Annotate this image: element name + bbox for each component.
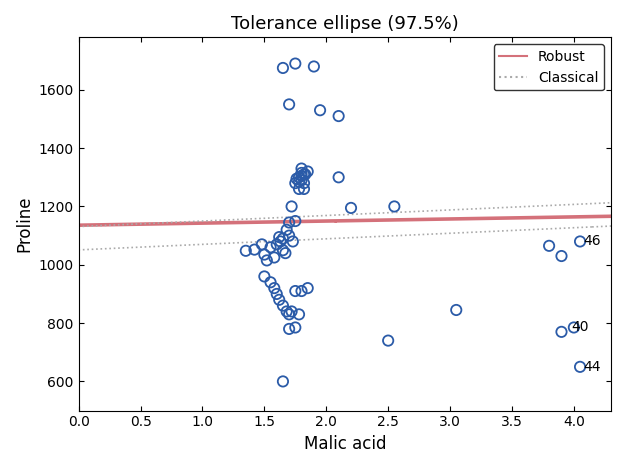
Point: [294, 178, 304, 185]
Point: [294, 185, 304, 193]
Y-axis label: Proline: Proline: [15, 196, 33, 252]
Point: [280, 249, 290, 257]
Point: [290, 324, 300, 331]
Point: [265, 243, 275, 251]
Point: [274, 234, 284, 241]
Point: [284, 311, 294, 318]
Point: [284, 232, 294, 239]
Text: 40: 40: [572, 321, 589, 335]
Point: [275, 238, 285, 245]
Point: [282, 307, 292, 315]
Point: [272, 290, 282, 298]
Point: [297, 176, 307, 184]
Point: [287, 203, 297, 210]
Point: [297, 169, 307, 177]
Point: [557, 252, 567, 260]
Point: [290, 179, 300, 187]
Point: [269, 254, 279, 261]
Text: 44: 44: [584, 360, 601, 374]
Point: [303, 285, 313, 292]
Point: [383, 337, 393, 344]
Point: [299, 185, 309, 193]
Point: [300, 171, 310, 178]
Point: [315, 107, 325, 114]
Point: [292, 175, 302, 183]
Point: [297, 165, 307, 172]
X-axis label: Malic acid: Malic acid: [304, 435, 386, 453]
Point: [274, 296, 284, 304]
Point: [284, 101, 294, 108]
Point: [334, 174, 344, 181]
Point: [294, 311, 304, 318]
Point: [259, 273, 269, 280]
Point: [278, 378, 288, 385]
Point: [389, 203, 399, 210]
Legend: Robust, Classical: Robust, Classical: [493, 44, 604, 90]
Point: [272, 241, 282, 248]
Point: [282, 226, 292, 234]
Point: [303, 168, 313, 175]
Point: [569, 324, 579, 331]
Point: [288, 238, 298, 245]
Point: [290, 287, 300, 295]
Point: [299, 179, 309, 187]
Point: [287, 307, 297, 315]
Point: [241, 247, 251, 255]
Point: [575, 363, 585, 371]
Point: [575, 238, 585, 245]
Point: [278, 302, 288, 309]
Title: Tolerance ellipse (97.5%): Tolerance ellipse (97.5%): [231, 15, 459, 33]
Point: [265, 278, 275, 286]
Point: [262, 256, 272, 264]
Point: [284, 325, 294, 333]
Point: [299, 171, 309, 178]
Point: [294, 174, 304, 181]
Point: [297, 287, 307, 295]
Point: [278, 64, 288, 72]
Point: [309, 63, 319, 70]
Point: [257, 241, 267, 248]
Point: [334, 112, 344, 120]
Point: [451, 306, 461, 314]
Point: [259, 251, 269, 258]
Point: [249, 246, 259, 253]
Point: [544, 242, 554, 249]
Point: [290, 60, 300, 67]
Point: [278, 247, 288, 254]
Point: [290, 217, 300, 225]
Point: [278, 235, 288, 242]
Point: [297, 172, 307, 180]
Point: [346, 204, 356, 212]
Text: 46: 46: [584, 234, 602, 249]
Point: [284, 219, 294, 226]
Point: [557, 328, 567, 336]
Point: [269, 285, 279, 292]
